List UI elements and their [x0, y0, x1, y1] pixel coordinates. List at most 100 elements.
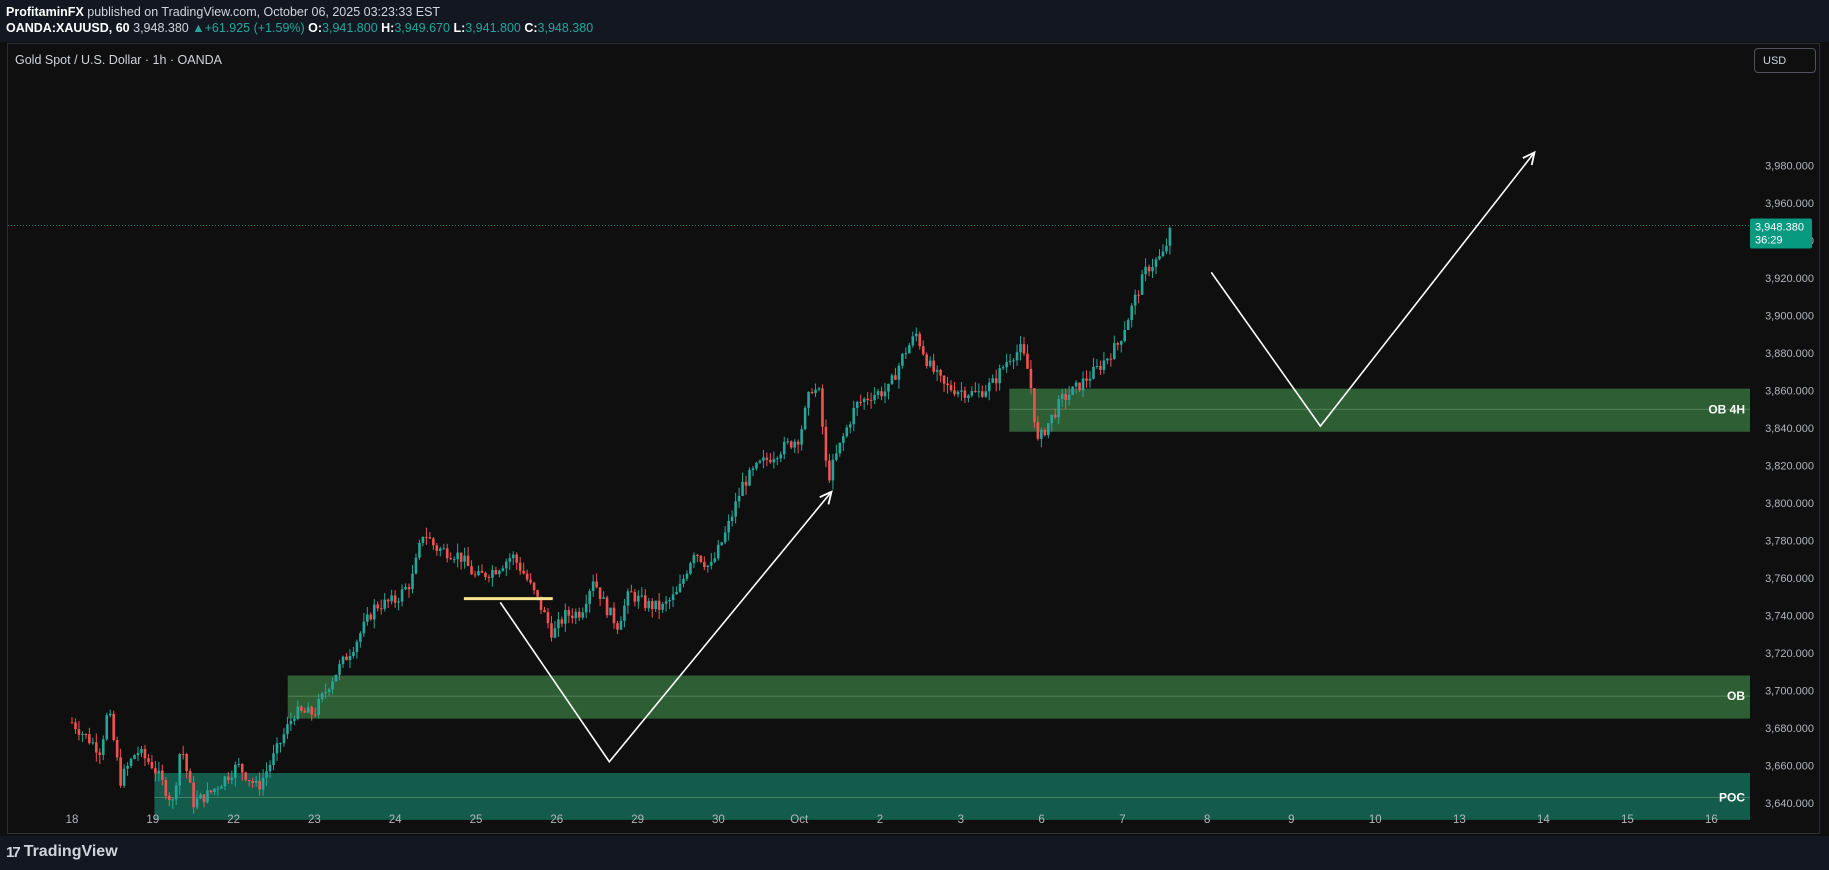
- candle-body: [1057, 398, 1061, 418]
- zone-poc[interactable]: [154, 773, 1750, 820]
- candle-body: [470, 566, 473, 575]
- tradingview-logo[interactable]: 17 TradingView: [6, 843, 118, 861]
- candle-body: [772, 459, 776, 463]
- y-tick-label: 3,960.000: [1765, 198, 1814, 210]
- candle-body: [605, 597, 609, 616]
- candle-body: [466, 555, 470, 567]
- candle-body: [525, 573, 529, 580]
- candle-body: [1026, 353, 1029, 369]
- y-tick-label: 3,760.000: [1765, 573, 1814, 585]
- candle-body: [852, 407, 856, 425]
- candle-body: [1130, 305, 1133, 321]
- candle-body: [369, 614, 373, 620]
- candle-body: [835, 453, 838, 460]
- candle-body: [317, 699, 320, 715]
- candle-body: [400, 589, 404, 602]
- publisher-name[interactable]: ProfitaminFX: [6, 5, 84, 19]
- x-tick-label: 30: [712, 814, 725, 826]
- tradingview-wordmark: TradingView: [23, 843, 118, 860]
- candle-body: [91, 742, 95, 744]
- candle-body: [880, 391, 883, 397]
- candle-body: [824, 426, 828, 461]
- x-tick-label: 18: [66, 814, 79, 826]
- x-tick-label: 9: [1288, 814, 1294, 826]
- candle-body: [411, 573, 414, 590]
- candle-body: [1123, 329, 1127, 342]
- y-tick-label: 3,640.000: [1765, 798, 1814, 810]
- candle-body: [1119, 341, 1123, 345]
- candle-body: [529, 579, 532, 583]
- candle-body: [876, 391, 880, 395]
- candle-body: [675, 591, 678, 595]
- candle-body: [1060, 394, 1064, 399]
- zone-ob-4h[interactable]: [1009, 388, 1750, 432]
- candle-body: [258, 780, 261, 790]
- candle-body: [685, 573, 689, 579]
- x-tick-label: Oct: [790, 814, 809, 826]
- candle-body: [953, 390, 956, 395]
- candle-body: [887, 383, 890, 392]
- candle-body: [987, 382, 991, 392]
- candle-body: [324, 691, 327, 694]
- candle-body: [306, 706, 310, 713]
- candle-body: [539, 596, 543, 610]
- x-tick-label: 23: [308, 814, 321, 826]
- candle-body: [1001, 367, 1005, 369]
- symbol-label[interactable]: OANDA:XAUUSD, 60: [6, 21, 130, 35]
- currency-button[interactable]: USD: [1754, 48, 1816, 73]
- candle-body: [397, 601, 400, 603]
- candle-body: [1081, 378, 1085, 391]
- candle-body: [331, 681, 334, 690]
- y-tick-label: 3,860.000: [1765, 386, 1814, 398]
- candle-body: [251, 780, 254, 784]
- zone-ob[interactable]: [287, 675, 1751, 719]
- candle-body: [581, 612, 585, 618]
- x-tick-label: 15: [1621, 814, 1634, 826]
- candle-body: [609, 607, 612, 616]
- projection-path[interactable]: [1210, 151, 1536, 428]
- x-tick-label: 19: [146, 814, 159, 826]
- candle-body: [366, 614, 369, 622]
- candle-body: [782, 441, 786, 455]
- candle-body: [383, 599, 386, 609]
- x-tick-label: 24: [389, 814, 402, 826]
- y-tick-label: 3,880.000: [1765, 348, 1814, 360]
- candle-body: [515, 554, 519, 563]
- candle-body: [1085, 378, 1088, 381]
- candle-body: [199, 794, 202, 799]
- candle-body: [414, 557, 418, 574]
- candle-body: [164, 779, 168, 796]
- candle-body: [963, 390, 967, 398]
- x-tick-label: 10: [1369, 814, 1382, 826]
- candle-body: [1015, 352, 1019, 361]
- candle-body: [1008, 360, 1012, 363]
- candle-body: [157, 770, 161, 774]
- candle-body: [786, 441, 790, 443]
- candle-body: [921, 346, 925, 355]
- open-label: O:: [308, 21, 323, 35]
- candle-body: [640, 595, 644, 597]
- candle-body: [386, 599, 390, 602]
- last-price: 3,948.380: [133, 21, 189, 35]
- candle-body: [303, 710, 307, 713]
- candle-body: [623, 605, 626, 621]
- candle-body: [814, 389, 817, 394]
- candle-body: [498, 570, 501, 575]
- arrowhead-icon: [1522, 150, 1536, 166]
- candle-body: [122, 768, 126, 786]
- candle-body: [789, 441, 793, 448]
- candle-body: [654, 600, 657, 610]
- candle-body: [862, 398, 866, 403]
- candle-body: [428, 537, 432, 539]
- projection-path[interactable]: [499, 491, 833, 764]
- candle-body: [643, 595, 647, 609]
- candle-body: [699, 555, 703, 562]
- candle-body: [390, 595, 393, 602]
- candle-body: [567, 610, 571, 616]
- candle-body: [744, 481, 748, 486]
- candle-body: [755, 462, 758, 469]
- candle-body: [1165, 245, 1168, 252]
- candle-body: [689, 563, 692, 574]
- candle-body: [119, 757, 122, 786]
